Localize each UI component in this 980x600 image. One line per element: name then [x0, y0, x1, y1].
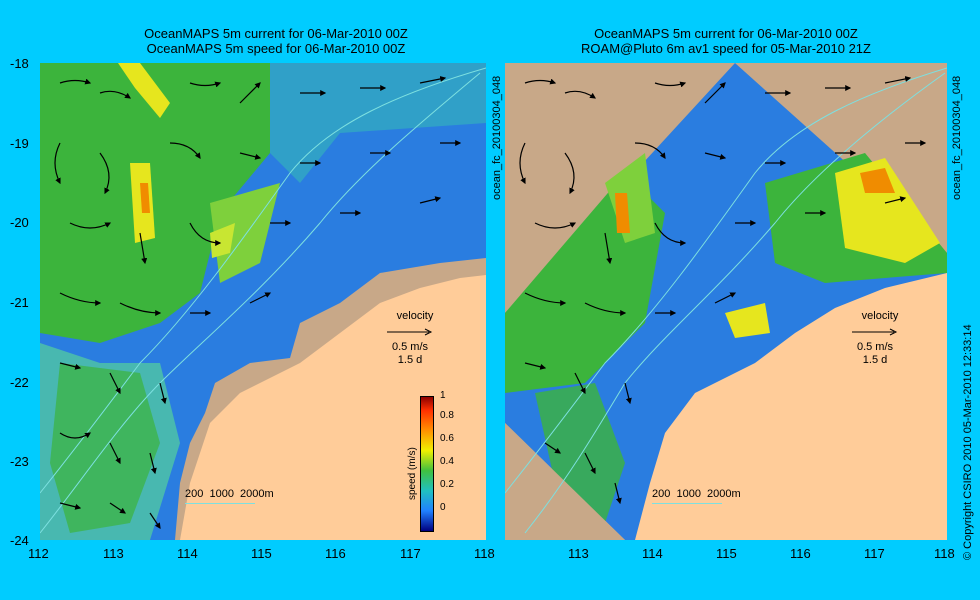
cb-tick-1: 0.8 — [440, 410, 454, 421]
land-corner-sw — [505, 423, 625, 540]
contour-1000 — [40, 67, 486, 494]
current-arrows-right — [519, 75, 927, 505]
contour-legend-right: 200 1000 2000m — [652, 488, 741, 500]
right-map — [505, 63, 947, 540]
right-title-line1: OceanMAPS 5m current for 06-Mar-2010 00Z — [594, 26, 858, 41]
jet-core — [140, 183, 150, 213]
lon-right-4: 116 — [790, 546, 811, 561]
lat-label-5: -23 — [10, 454, 29, 469]
roam-shelf-yellow — [835, 158, 940, 263]
velocity-legend-right: velocity 0.5 m/s 1.5 d — [850, 310, 910, 367]
lon-left-5: 117 — [400, 546, 421, 561]
contour-200-right — [524, 72, 946, 534]
mainland-right — [635, 273, 947, 540]
right-side-label: ocean_fc_20100304_048 — [951, 75, 963, 200]
contour-legend-line-right — [652, 503, 722, 504]
left-map — [40, 63, 486, 540]
lon-left-1: 113 — [103, 546, 124, 561]
lon-right-6: 118 — [934, 546, 955, 561]
lat-label-0: -18 — [10, 56, 29, 71]
velocity-duration-left: 1.5 d — [397, 354, 423, 366]
lat-label-1: -19 — [10, 136, 29, 151]
left-map-svg — [40, 63, 486, 540]
lat-label-2: -20 — [10, 215, 29, 230]
lat-label-6: -24 — [10, 533, 29, 548]
cb-tick-0: 1 — [440, 390, 446, 401]
velocity-legend-left: velocity 0.5 m/s 1.5 d — [385, 310, 445, 367]
velocity-arrow-left — [387, 328, 433, 336]
contour-1000-right — [505, 67, 947, 494]
left-title-line2: OceanMAPS 5m speed for 06-Mar-2010 00Z — [146, 41, 406, 56]
right-map-svg — [505, 63, 947, 540]
left-side-label: ocean_fc_20100304_048 — [491, 75, 503, 200]
mainland — [180, 275, 486, 540]
velocity-title-right: velocity — [861, 310, 899, 322]
lon-left-0: 112 — [28, 546, 49, 561]
roam-jet-orange — [615, 193, 630, 233]
roam-shelf-orange — [860, 168, 895, 193]
right-panel-title: OceanMAPS 5m current for 06-Mar-2010 00Z… — [505, 26, 947, 56]
velocity-arrow-right — [852, 328, 898, 336]
lon-left-6: 118 — [474, 546, 495, 561]
cb-tick-5: 0 — [440, 502, 446, 513]
roam-bay-yellow — [725, 303, 770, 338]
colorbar-label: speed (m/s) — [407, 447, 418, 500]
left-panel-title: OceanMAPS 5m current for 06-Mar-2010 00Z… — [40, 26, 512, 56]
cb-tick-4: 0.2 — [440, 479, 454, 490]
left-title-line1: OceanMAPS 5m current for 06-Mar-2010 00Z — [144, 26, 408, 41]
lon-right-2: 114 — [642, 546, 663, 561]
lon-right-5: 117 — [864, 546, 885, 561]
current-band-green — [40, 63, 270, 343]
velocity-speed-right: 0.5 m/s — [856, 341, 894, 353]
lon-left-2: 114 — [177, 546, 198, 561]
cb-tick-3: 0.4 — [440, 456, 454, 467]
contour-200 — [40, 72, 481, 534]
lon-left-4: 116 — [325, 546, 346, 561]
right-title-line2: ROAM@Pluto 6m av1 speed for 05-Mar-2010 … — [581, 41, 871, 56]
contour-legend-line-left — [185, 503, 255, 504]
lon-right-1: 113 — [568, 546, 589, 561]
velocity-speed-left: 0.5 m/s — [391, 341, 429, 353]
lon-right-3: 115 — [716, 546, 737, 561]
copyright-label: © Copyright CSIRO 2010 05-Mar-2010 12:33… — [962, 324, 974, 560]
current-arrows — [54, 75, 462, 529]
roam-green-south — [535, 383, 625, 523]
jet-east — [210, 223, 235, 258]
velocity-title-left: velocity — [396, 310, 434, 322]
lat-label-3: -21 — [10, 295, 29, 310]
current-band-lightgreen — [210, 183, 280, 283]
colorbar — [420, 396, 434, 532]
lon-left-3: 115 — [251, 546, 272, 561]
velocity-duration-right: 1.5 d — [862, 354, 888, 366]
lat-label-4: -22 — [10, 375, 29, 390]
cb-tick-2: 0.6 — [440, 433, 454, 444]
jet-north — [118, 63, 170, 118]
contour-legend-left: 200 1000 2000m — [185, 488, 274, 500]
